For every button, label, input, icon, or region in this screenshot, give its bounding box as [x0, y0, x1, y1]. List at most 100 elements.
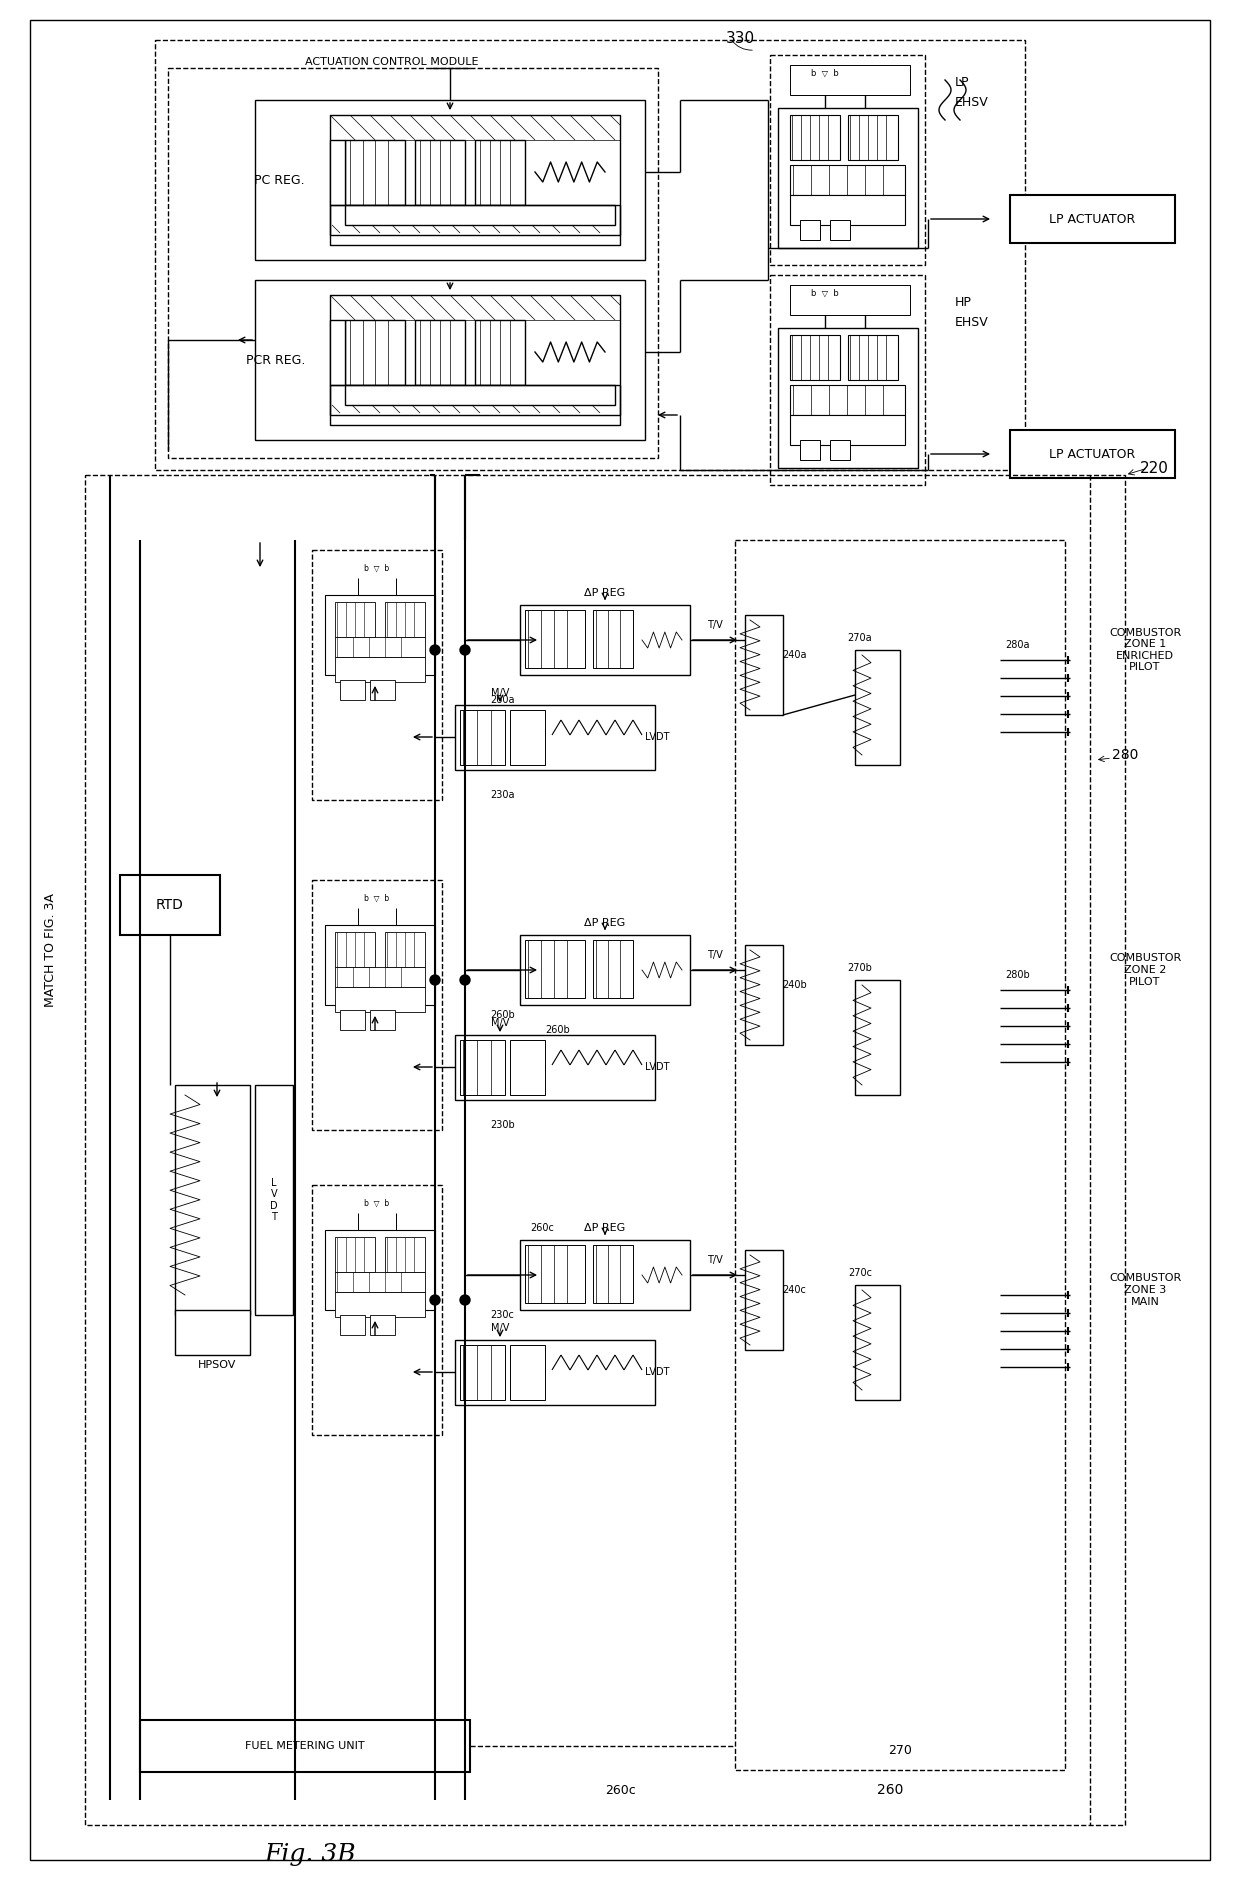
Bar: [856, 650, 900, 764]
Bar: [330, 320, 345, 385]
Circle shape: [430, 645, 440, 654]
Text: 260c: 260c: [605, 1784, 635, 1797]
Text: 270c: 270c: [848, 1268, 872, 1278]
Bar: [335, 933, 374, 967]
Text: M/V: M/V: [491, 1323, 510, 1333]
Bar: [777, 108, 918, 248]
Bar: [593, 940, 632, 997]
Bar: [520, 1240, 689, 1310]
Circle shape: [460, 975, 470, 986]
Bar: [790, 284, 910, 315]
Bar: [330, 140, 345, 205]
Bar: [335, 1272, 425, 1291]
Text: 260c: 260c: [529, 1223, 554, 1232]
Bar: [120, 874, 219, 935]
Bar: [745, 614, 782, 715]
Bar: [312, 550, 441, 800]
Bar: [475, 320, 525, 385]
Bar: [800, 220, 820, 241]
Text: b  ▽  b: b ▽ b: [365, 563, 389, 573]
Bar: [255, 281, 645, 440]
Text: MATCH TO FIG. 3A: MATCH TO FIG. 3A: [43, 893, 57, 1007]
Bar: [770, 55, 925, 265]
Bar: [777, 328, 918, 468]
Bar: [345, 385, 615, 406]
Bar: [520, 605, 689, 675]
Text: HP: HP: [955, 296, 972, 309]
Bar: [460, 709, 505, 764]
Text: M/V: M/V: [491, 688, 510, 698]
Text: LVDT: LVDT: [645, 1367, 670, 1376]
Text: 240c: 240c: [782, 1285, 806, 1295]
Bar: [340, 1011, 365, 1030]
Bar: [340, 1316, 365, 1335]
Bar: [455, 705, 655, 770]
Text: 260b: 260b: [490, 1011, 515, 1020]
Bar: [384, 1236, 425, 1272]
Bar: [255, 1085, 293, 1316]
Bar: [525, 611, 585, 667]
Bar: [1011, 430, 1176, 478]
Text: 280: 280: [1112, 749, 1138, 762]
Bar: [735, 540, 1065, 1771]
Bar: [335, 658, 425, 683]
Bar: [520, 935, 689, 1005]
Bar: [335, 637, 425, 658]
Text: b  ▽  b: b ▽ b: [811, 68, 839, 78]
Bar: [345, 320, 405, 385]
Circle shape: [430, 1295, 440, 1304]
Text: 240a: 240a: [782, 650, 806, 660]
Bar: [370, 1011, 396, 1030]
Text: 230a: 230a: [490, 791, 515, 800]
Bar: [510, 709, 546, 764]
Text: 280a: 280a: [1004, 641, 1029, 650]
Bar: [345, 205, 615, 226]
Bar: [830, 220, 849, 241]
Bar: [330, 296, 620, 425]
Bar: [167, 68, 658, 459]
Bar: [140, 1720, 470, 1773]
Bar: [790, 195, 905, 226]
Bar: [384, 933, 425, 967]
Bar: [312, 1185, 441, 1435]
Text: LVDT: LVDT: [645, 732, 670, 741]
Bar: [384, 603, 425, 637]
Bar: [800, 440, 820, 461]
Bar: [790, 64, 910, 95]
Bar: [856, 980, 900, 1096]
Text: ΔP REG: ΔP REG: [584, 588, 626, 597]
Bar: [415, 140, 465, 205]
Text: b  ▽  b: b ▽ b: [811, 288, 839, 298]
Bar: [335, 1236, 374, 1272]
Text: EHSV: EHSV: [955, 95, 988, 108]
Bar: [790, 385, 905, 415]
Bar: [312, 880, 441, 1130]
Text: T/V: T/V: [707, 950, 723, 959]
Bar: [475, 140, 525, 205]
Bar: [455, 1340, 655, 1405]
Bar: [330, 385, 620, 415]
Bar: [325, 925, 435, 1005]
Bar: [335, 603, 374, 637]
Bar: [86, 476, 1125, 1826]
Bar: [330, 116, 620, 140]
Text: 260b: 260b: [546, 1026, 569, 1035]
Bar: [525, 940, 585, 997]
Text: 220: 220: [1140, 461, 1169, 476]
Bar: [510, 1344, 546, 1399]
Bar: [415, 320, 465, 385]
Text: b  ▽  b: b ▽ b: [365, 893, 389, 902]
Text: ΔP REG: ΔP REG: [584, 1223, 626, 1232]
Text: M/V: M/V: [491, 1018, 510, 1028]
Text: 240b: 240b: [782, 980, 807, 990]
Bar: [325, 1231, 435, 1310]
Text: 330: 330: [725, 30, 755, 46]
Bar: [510, 1041, 546, 1096]
Bar: [325, 595, 435, 675]
Bar: [330, 205, 620, 235]
Bar: [745, 944, 782, 1045]
Circle shape: [460, 645, 470, 654]
Bar: [335, 967, 425, 988]
Bar: [370, 681, 396, 700]
Text: PCR REG.: PCR REG.: [246, 353, 305, 366]
